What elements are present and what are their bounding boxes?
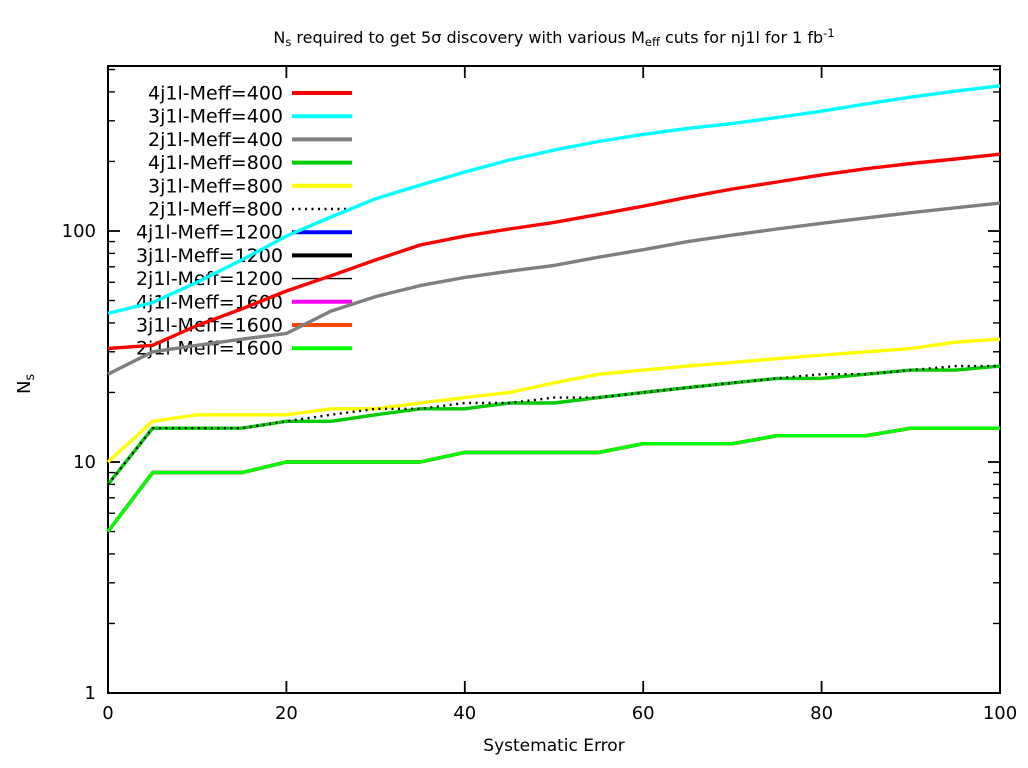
legend-label-4j1l-Meff=1200: 4j1l-Meff=1200 (136, 222, 283, 244)
curve-2j1l-Meff=800 (107, 364, 1000, 486)
x-tick-label: 100 (983, 703, 1017, 724)
y-tick-label: 1 (85, 683, 96, 704)
legend-label-4j1l-Meff=800: 4j1l-Meff=800 (148, 152, 283, 174)
curve-3j1l-Meff=800 (106, 337, 1001, 464)
legend-label-2j1l-Meff=800: 2j1l-Meff=800 (148, 199, 283, 221)
title-part3: cuts for nj1l for 1 fb (659, 27, 824, 47)
curve-4j1l-Meff=1200 (106, 426, 1000, 533)
x-tick-label: 60 (632, 703, 655, 724)
legend-label-3j1l-Meff=800: 3j1l-Meff=800 (148, 175, 283, 197)
x-axis-label: Systematic Error (483, 736, 625, 756)
title-part2-sub: eff (644, 35, 660, 50)
title-part1-sub: s (285, 35, 292, 50)
x-tick-label: 80 (810, 703, 833, 724)
chart-title: Ns required to get 5σ discovery with var… (108, 26, 1000, 49)
curve-3j1l-Meff=1600 (106, 426, 1000, 533)
curve-3j1l-Meff=1200 (106, 426, 1000, 533)
title-part1: N (273, 27, 286, 47)
curve-2j1l-Meff=1600 (106, 426, 1000, 533)
legend-label-3j1l-Meff=1600: 3j1l-Meff=1600 (136, 315, 283, 337)
legend-label-2j1l-Meff=1200: 2j1l-Meff=1200 (136, 268, 283, 290)
x-tick-label: 20 (275, 703, 298, 724)
legend-label-2j1l-Meff=400: 2j1l-Meff=400 (148, 129, 283, 151)
title-part2: required to get 5σ discovery with variou… (291, 27, 645, 47)
curve-4j1l-Meff=1600 (106, 426, 1000, 533)
x-tick-label: 0 (102, 703, 113, 724)
curve-4j1l-Meff=400 (107, 152, 1001, 351)
y-tick-label: 10 (73, 452, 96, 473)
curve-2j1l-Meff=400 (107, 201, 1001, 376)
curve-3j1l-Meff=400 (107, 84, 1001, 316)
y-tick-label: 100 (62, 221, 96, 242)
legend-label-4j1l-Meff=400: 4j1l-Meff=400 (148, 83, 283, 105)
y-axis-label: Ns (14, 373, 38, 395)
title-part3-sup: -1 (823, 26, 835, 40)
legend-label-2j1l-Meff=1600: 2j1l-Meff=1600 (136, 338, 283, 360)
legend-label-3j1l-Meff=1200: 3j1l-Meff=1200 (136, 245, 283, 267)
plot-border (107, 65, 1001, 694)
curve-2j1l-Meff=1200 (107, 427, 1000, 532)
legend-label-3j1l-Meff=400: 3j1l-Meff=400 (148, 106, 283, 128)
x-tick-label: 40 (453, 703, 476, 724)
